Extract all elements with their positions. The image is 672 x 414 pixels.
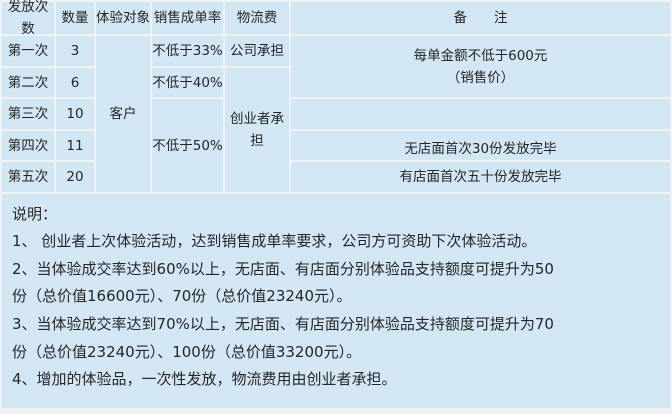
logistics-cell: 公司承担 <box>225 36 289 66</box>
qty-cell: 3 <box>56 36 94 66</box>
header-round: 发放次数 <box>2 0 54 37</box>
header-remarks: 备 注 <box>291 2 670 34</box>
qty-cell: 11 <box>56 131 94 160</box>
target-cell: 客户 <box>96 36 150 192</box>
qty-cell: 6 <box>56 68 94 97</box>
round-cell: 第一次 <box>2 36 54 66</box>
remark-text: （销售价） <box>446 69 515 86</box>
notes-section: 说明： 1、 创业者上次体验活动，达到销售成单率要求，公司方可资助下次体验活动。… <box>2 194 670 408</box>
round-cell: 第三次 <box>2 99 54 129</box>
rate-cell: 不低于40% <box>152 68 223 97</box>
qty-cell: 10 <box>56 99 94 129</box>
header-target: 体验对象 <box>96 2 150 34</box>
rate-cell: 不低于33% <box>152 36 223 66</box>
round-cell: 第二次 <box>2 68 54 97</box>
remark-cell: 有店面首次五十份发放完毕 <box>291 162 670 192</box>
notes-line: 3、当体验成交率达到70%以上，无店面、有店面分别体验品支持额度可提升为70 <box>12 315 554 333</box>
remark-text: 每单金额不低于600元 <box>413 47 548 64</box>
remark-cell: 无店面首次30份发放完毕 <box>291 131 670 160</box>
header-rate: 销售成单率 <box>152 2 223 34</box>
notes-line: 4、增加的体验品，一次性发放，物流费用由创业者承担。 <box>12 370 397 388</box>
logistics-cell: 创业者承担 <box>225 68 289 192</box>
notes-line: 2、当体验成交率达到60%以上，无店面、有店面分别体验品支持额度可提升为50 <box>12 260 554 278</box>
header-qty: 数量 <box>56 2 94 34</box>
notes-line: 1、 创业者上次体验活动，达到销售成单率要求，公司方可资助下次体验活动。 <box>12 232 537 250</box>
notes-line: 份（总价值23240元）、100份（总价值33200元）。 <box>12 343 362 361</box>
header-logistics: 物流费 <box>225 2 289 34</box>
round-cell: 第四次 <box>2 131 54 160</box>
remark-cell-empty <box>291 99 670 129</box>
notes-line: 份（总价值16600元）、70份（总价值23240元）。 <box>12 287 352 305</box>
round-cell: 第五次 <box>2 162 54 192</box>
remark-cell: 每单金额不低于600元 （销售价） <box>291 36 670 97</box>
qty-cell: 20 <box>56 162 94 192</box>
rate-cell: 不低于50% <box>152 99 223 192</box>
notes-title: 说明： <box>12 205 58 223</box>
